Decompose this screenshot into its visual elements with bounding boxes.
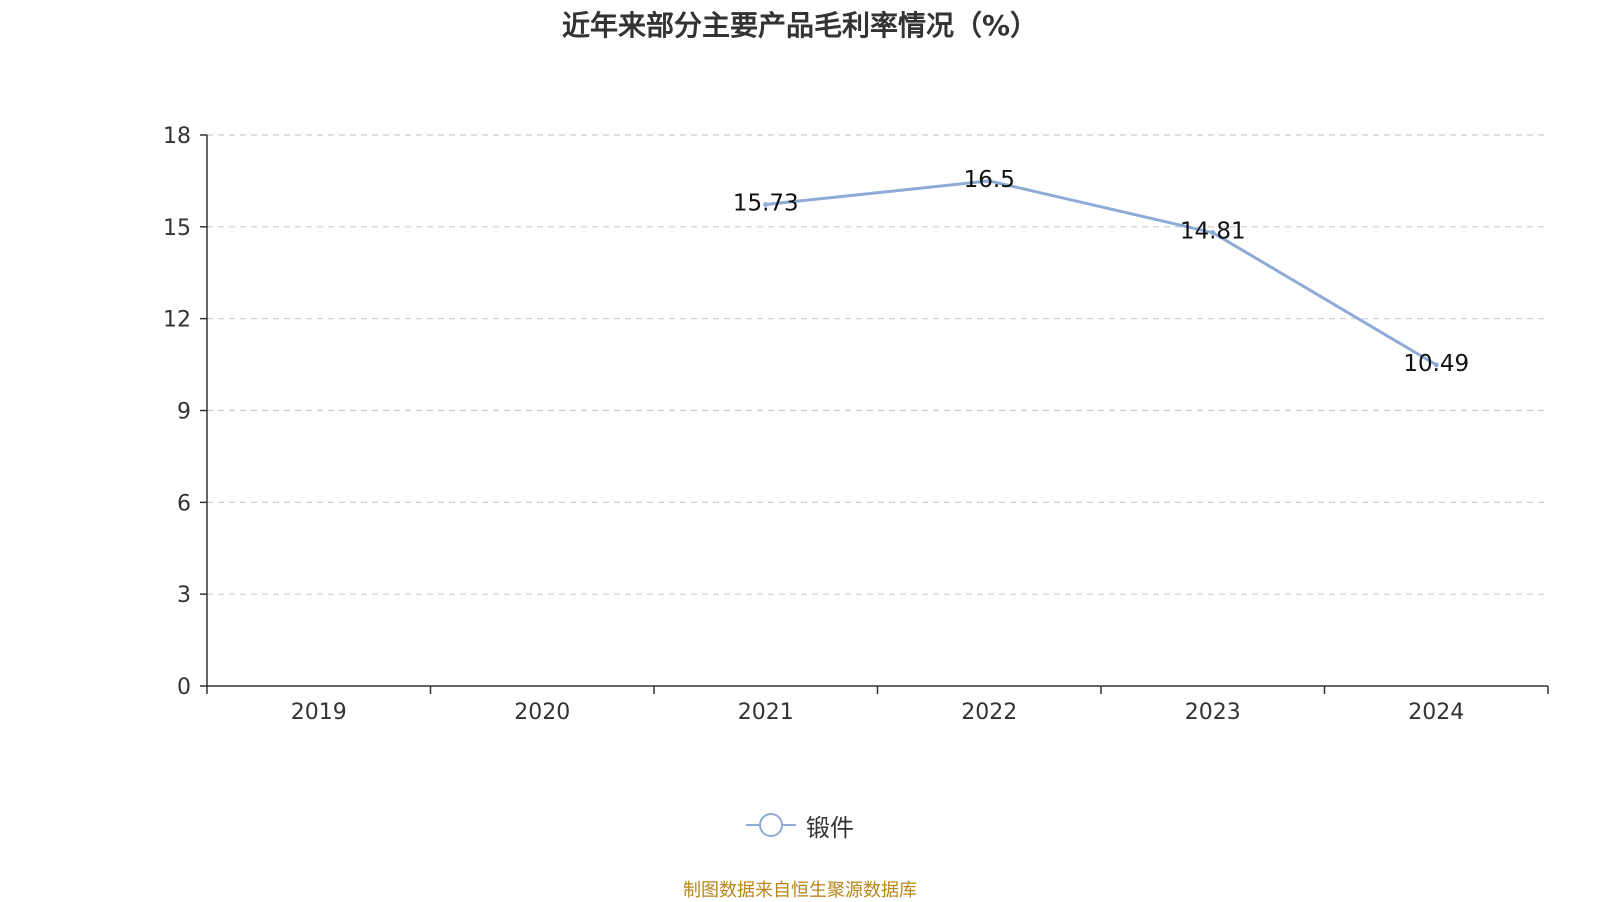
legend-line-circle-icon	[746, 813, 796, 837]
series	[763, 178, 1439, 368]
data-label: 16.5	[964, 167, 1015, 193]
y-tick-label: 0	[177, 675, 191, 700]
x-tick-label: 2022	[961, 700, 1017, 725]
grid-lines	[207, 134, 1548, 595]
data-point	[1433, 362, 1439, 368]
legend-label: 锻件	[806, 813, 854, 842]
y-tick-label: 12	[163, 308, 191, 333]
y-tick-label: 3	[177, 583, 191, 608]
source-note: 制图数据来自恒生聚源数据库	[683, 880, 917, 901]
x-tick-label: 2024	[1408, 700, 1464, 725]
legend[interactable]: 锻件	[0, 808, 1600, 842]
y-tick-label: 6	[177, 491, 191, 516]
y-tick-label: 15	[163, 216, 191, 241]
x-tick-label: 2021	[738, 700, 794, 725]
axes: 0 3 6 9 12 15 18 2019 2020 2021 2022 2023 2024	[163, 124, 1549, 725]
x-tick-label: 2023	[1185, 700, 1241, 725]
data-point	[763, 201, 769, 207]
data-point	[986, 178, 992, 184]
y-tick-label: 9	[177, 400, 191, 425]
data-label: 14.81	[1180, 219, 1246, 245]
y-tick-label: 18	[163, 124, 191, 149]
chart-title: 近年来部分主要产品毛利率情况（%）	[561, 9, 1039, 42]
data-label: 10.49	[1403, 351, 1469, 377]
series-line	[765, 179, 1438, 367]
data-labels: 15.73 16.5 14.81 10.49	[733, 167, 1469, 377]
data-label: 15.73	[733, 190, 799, 216]
x-tick-label: 2019	[291, 700, 347, 725]
x-tick-label: 2020	[514, 700, 570, 725]
data-point	[1210, 230, 1216, 236]
